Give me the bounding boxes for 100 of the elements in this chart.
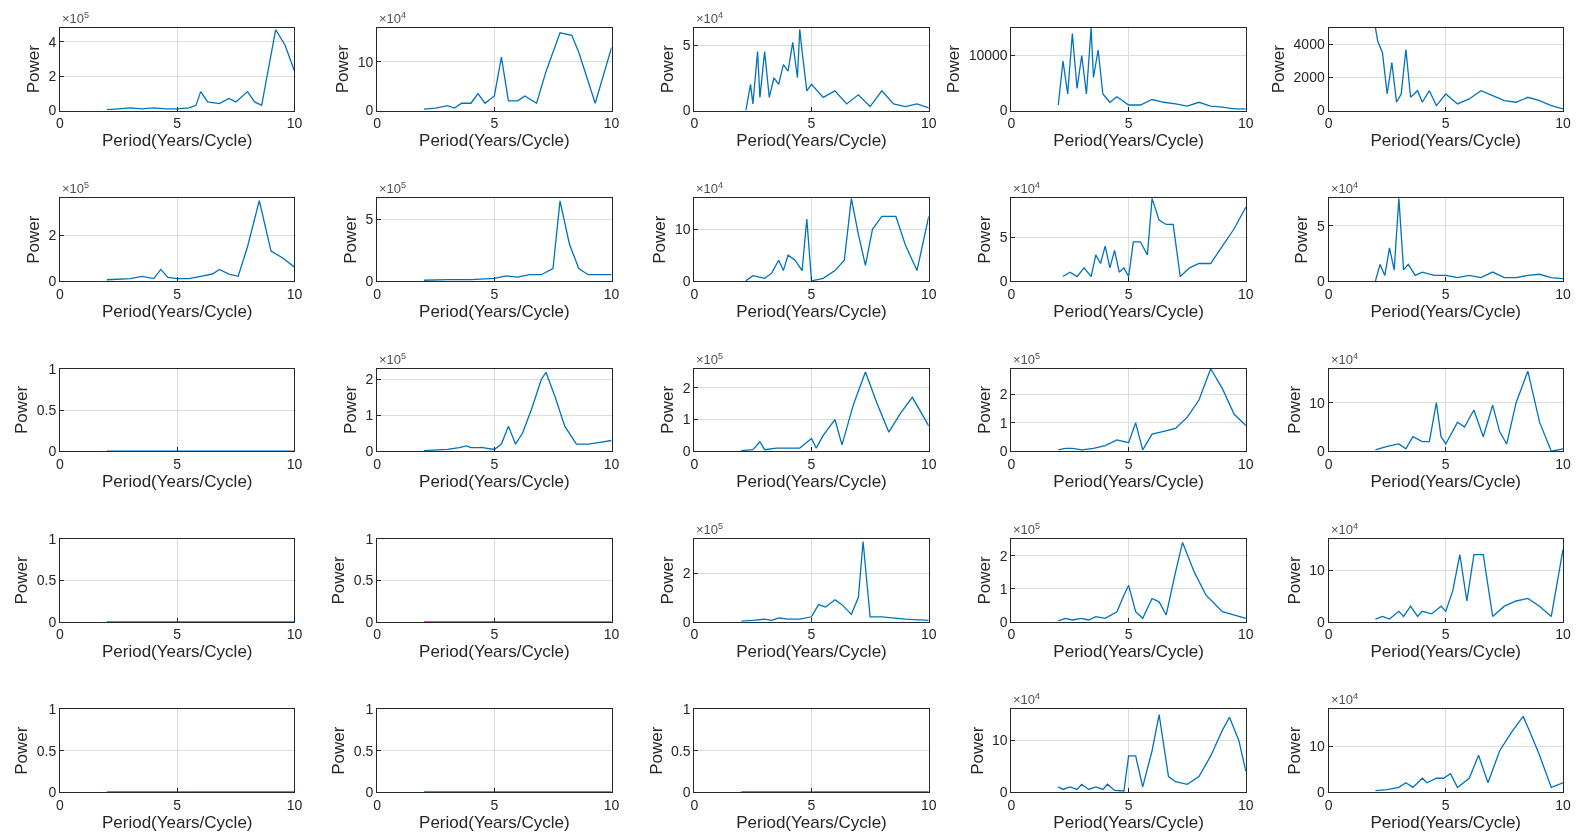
y-axis-title: Power bbox=[975, 385, 995, 435]
x-tick-label: 10 bbox=[1238, 456, 1254, 473]
y-tick-label: 0 bbox=[48, 613, 57, 630]
y-tick-label: 0.5 bbox=[353, 572, 374, 589]
x-tick-label: 5 bbox=[1441, 796, 1450, 813]
y-tick-label: 0 bbox=[1316, 102, 1325, 119]
x-tick-label: 5 bbox=[1441, 285, 1450, 302]
y-tick-label: 0 bbox=[1316, 272, 1325, 289]
y-tick-label: 5 bbox=[1316, 217, 1325, 234]
line-series bbox=[1374, 370, 1563, 452]
y-tick-label: 0 bbox=[48, 783, 57, 800]
text: ×10$^{5}$ bbox=[62, 10, 90, 27]
y-tick-label: 0 bbox=[1316, 613, 1325, 630]
x-tick-label: 5 bbox=[173, 626, 182, 643]
y-tick-label: 2000 bbox=[1293, 69, 1325, 86]
x-tick-label: 5 bbox=[173, 456, 182, 473]
y-axis-title: Power bbox=[975, 215, 995, 264]
y-tick-label: 0 bbox=[682, 613, 691, 630]
x-tick-label: 10 bbox=[286, 285, 303, 302]
y-tick-label: 0 bbox=[682, 102, 691, 119]
y-tick-label: 2 bbox=[999, 386, 1008, 403]
x-axis-title: Period(Years/Cycle) bbox=[1053, 642, 1204, 662]
y-axis-title: Power bbox=[1284, 385, 1304, 435]
x-axis-title: Period(Years/Cycle) bbox=[736, 301, 887, 321]
x-tick-label: 5 bbox=[490, 796, 499, 813]
y-tick-label: 1 bbox=[48, 360, 57, 377]
x-tick-label: 10 bbox=[603, 626, 620, 643]
x-axis-title: Period(Years/Cycle) bbox=[419, 812, 570, 832]
x-tick-label: 10 bbox=[920, 796, 937, 813]
y-tick-label: 10 bbox=[357, 53, 374, 70]
text: ×10$^{4}$ bbox=[379, 10, 407, 27]
y-tick-label: 0 bbox=[682, 443, 691, 460]
text: ×10$^{4}$ bbox=[1013, 691, 1041, 708]
y-tick-label: 0 bbox=[999, 613, 1008, 630]
x-axis-title: Period(Years/Cycle) bbox=[1053, 131, 1204, 151]
x-axis-title: Period(Years/Cycle) bbox=[1370, 642, 1522, 662]
line-series bbox=[745, 198, 929, 281]
line-series bbox=[1374, 198, 1563, 281]
y-axis-title: Power bbox=[646, 726, 666, 775]
y-tick-label: 0 bbox=[365, 102, 374, 119]
y-tick-label: 0 bbox=[365, 272, 374, 289]
x-tick-label: 5 bbox=[807, 796, 816, 813]
x-axis-title: Period(Years/Cycle) bbox=[1370, 812, 1522, 832]
x-tick-label: 5 bbox=[1124, 115, 1133, 132]
x-tick-label: 5 bbox=[1441, 626, 1450, 643]
y-axis-title: Power bbox=[329, 555, 349, 605]
y-tick-label: 10 bbox=[674, 221, 691, 238]
x-tick-label: 5 bbox=[1124, 796, 1133, 813]
x-tick-label: 5 bbox=[490, 456, 499, 473]
y-tick-label: 0.5 bbox=[36, 401, 57, 418]
x-axis-title: Period(Years/Cycle) bbox=[1053, 812, 1204, 832]
line-series bbox=[740, 371, 929, 452]
text: ×10$^{5}$ bbox=[696, 521, 724, 538]
y-tick-label: 10 bbox=[1309, 738, 1325, 755]
text: ×10$^{4}$ bbox=[1331, 180, 1359, 197]
text: ×10$^{4}$ bbox=[1013, 180, 1041, 197]
text: ×10$^{4}$ bbox=[1331, 521, 1359, 538]
y-tick-label: 0 bbox=[48, 443, 57, 460]
y-tick-label: 0 bbox=[48, 102, 57, 119]
x-axis-title: Period(Years/Cycle) bbox=[419, 131, 570, 151]
y-axis-title: Power bbox=[333, 44, 353, 94]
y-axis-title: Power bbox=[341, 215, 361, 264]
x-axis-title: Period(Years/Cycle) bbox=[1370, 301, 1522, 321]
x-tick-label: 5 bbox=[490, 285, 499, 302]
x-tick-label: 5 bbox=[1124, 626, 1133, 643]
x-tick-label: 10 bbox=[1555, 626, 1571, 643]
y-axis-title: Power bbox=[329, 726, 349, 775]
y-tick-label: 1 bbox=[682, 701, 691, 718]
y-axis-title: Power bbox=[658, 385, 678, 435]
y-tick-label: 1 bbox=[682, 411, 691, 428]
y-axis-title: Power bbox=[658, 44, 678, 94]
y-axis-title: Power bbox=[1284, 726, 1304, 775]
x-tick-label: 5 bbox=[490, 115, 499, 132]
text: ×10$^{5}$ bbox=[696, 351, 724, 368]
x-axis-title: Period(Years/Cycle) bbox=[101, 812, 253, 832]
line-series bbox=[745, 28, 929, 111]
x-tick-label: 10 bbox=[286, 796, 303, 813]
line-series bbox=[106, 29, 295, 111]
x-tick-label: 10 bbox=[1555, 115, 1571, 132]
x-tick-label: 5 bbox=[1124, 285, 1133, 302]
y-axis-title: Power bbox=[944, 44, 964, 94]
y-tick-label: 0 bbox=[682, 783, 691, 800]
x-tick-label: 5 bbox=[1124, 456, 1133, 473]
x-tick-label: 5 bbox=[807, 456, 816, 473]
y-tick-label: 5 bbox=[365, 211, 374, 228]
y-tick-label: 2 bbox=[48, 68, 57, 85]
x-tick-label: 10 bbox=[1555, 456, 1571, 473]
y-axis-title: Power bbox=[1284, 555, 1304, 605]
y-tick-label: 2 bbox=[999, 547, 1008, 564]
x-axis-title: Period(Years/Cycle) bbox=[1053, 472, 1204, 492]
y-tick-label: 10000 bbox=[968, 47, 1008, 64]
text: ×10$^{5}$ bbox=[379, 351, 407, 368]
y-tick-label: 1 bbox=[365, 701, 374, 718]
y-axis-title: Power bbox=[1292, 215, 1312, 264]
y-axis-title: Power bbox=[341, 385, 361, 435]
x-tick-label: 10 bbox=[1555, 285, 1571, 302]
y-tick-label: 0 bbox=[365, 613, 374, 630]
y-axis-title: Power bbox=[12, 726, 32, 775]
y-tick-label: 0 bbox=[682, 272, 691, 289]
x-tick-label: 10 bbox=[286, 626, 303, 643]
